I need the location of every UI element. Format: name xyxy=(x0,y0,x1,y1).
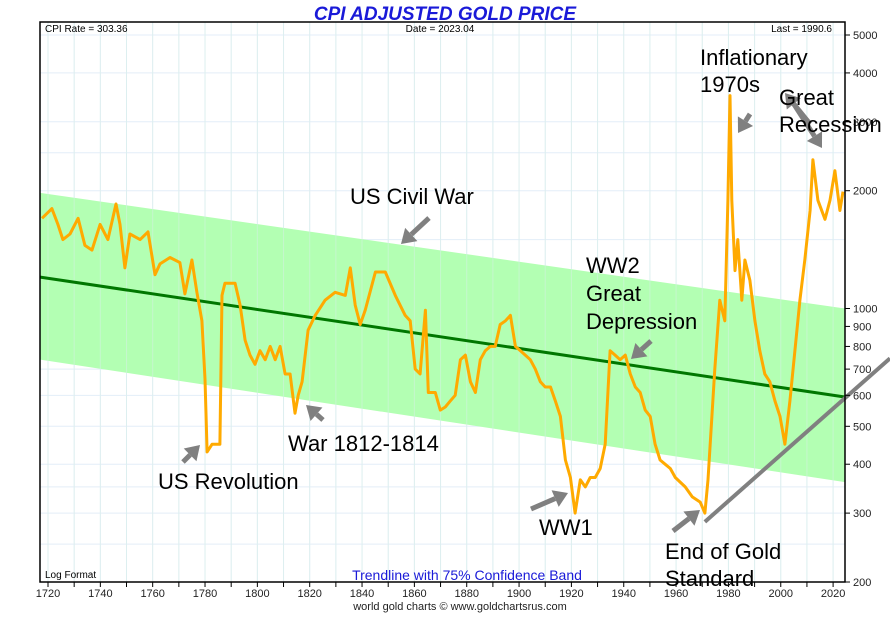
y-tick-label: 1000 xyxy=(853,304,877,316)
support-line-path xyxy=(703,356,890,524)
x-tick-label: 1780 xyxy=(193,588,217,600)
y-tick-label: 600 xyxy=(853,390,871,402)
y-tick-label: 500 xyxy=(853,421,871,433)
annotation-text: Inflationary xyxy=(700,45,808,70)
last-label: Last = 1990.6 xyxy=(771,24,832,35)
trendline-band-label: Trendline with 75% Confidence Band xyxy=(352,567,582,583)
annotation-ww2: WW2 Great Depression xyxy=(586,253,697,334)
annotation-war-1812: War 1812-1814 xyxy=(288,431,439,456)
annotation-text: End of Gold xyxy=(665,539,781,564)
arrow-head-icon xyxy=(401,227,418,244)
arrow-head-icon xyxy=(306,405,323,422)
price-line xyxy=(40,94,845,515)
x-tick-label: 1860 xyxy=(402,588,426,600)
y-tick-label: 5000 xyxy=(853,30,877,42)
x-tick-label: 1920 xyxy=(559,588,583,600)
arrow-shaft xyxy=(639,339,653,352)
arrow-shaft xyxy=(743,112,753,123)
x-tick-label: 1820 xyxy=(297,588,321,600)
arrow-head-icon xyxy=(737,116,754,133)
annotation-text: Great xyxy=(586,281,641,306)
arrow-end-gold-standard xyxy=(671,510,700,533)
credit-label: world gold charts © www.goldchartsrus.co… xyxy=(352,601,567,613)
annotation-text: US Civil War xyxy=(350,184,474,209)
trendline xyxy=(40,275,845,399)
x-tick-label: 1880 xyxy=(454,588,478,600)
annotation-text: Great xyxy=(779,85,834,110)
annotation-text: Depression xyxy=(586,309,697,334)
chart-title: CPI ADJUSTED GOLD PRICE xyxy=(314,4,577,25)
x-tick-label: 1840 xyxy=(350,588,374,600)
y-tick-label: 900 xyxy=(853,321,871,333)
annotation-text: WW1 xyxy=(539,515,593,540)
trendline-path xyxy=(40,275,845,399)
plot-border xyxy=(39,21,846,583)
annotation-text: Standard xyxy=(665,566,754,591)
arrow-inflationary-1970s xyxy=(737,112,754,133)
arrow-head-icon xyxy=(785,93,801,110)
x-tick-label: 2020 xyxy=(821,588,845,600)
arrow-ww1 xyxy=(530,490,568,512)
arrow-head-icon xyxy=(183,445,200,462)
date-label: Date = 2023.04 xyxy=(406,24,475,35)
arrow-shaft xyxy=(314,412,325,422)
y-axis: 200 300 400 500 600 700 800 900 1000 2000 3000 4000… xyxy=(845,30,877,589)
x-tick-label: 1980 xyxy=(716,588,740,600)
y-tick-label: 400 xyxy=(853,459,871,471)
y-tick-label: 2000 xyxy=(853,186,877,198)
annotation-ww1: WW1 xyxy=(539,515,593,540)
annotation-inflationary-1970s: Inflationary 1970s xyxy=(700,45,808,97)
arrow-head-icon xyxy=(806,131,823,148)
arrow-shaft xyxy=(530,496,557,512)
annotation-us-civil-war: US Civil War xyxy=(350,184,474,209)
plot-frame xyxy=(39,21,846,583)
y-tick-label: 300 xyxy=(853,508,871,520)
x-tick-label: 1960 xyxy=(664,588,688,600)
x-axis: 1720 1740 1760 1780 1800 1820 1840 1860 1880 1900… xyxy=(36,582,845,600)
y-tick-label: 800 xyxy=(853,341,871,353)
y-tick-label: 700 xyxy=(853,364,871,376)
x-tick-label: 1940 xyxy=(611,588,635,600)
annotation-text: US Revolution xyxy=(158,469,299,494)
support-line xyxy=(703,356,890,524)
arrow-shaft xyxy=(409,216,431,237)
annotation-arrows xyxy=(181,93,823,533)
arrow-shaft xyxy=(671,516,691,533)
x-tick-label: 1740 xyxy=(88,588,112,600)
arrow-head-icon xyxy=(683,510,700,526)
arrow-us-civil-war xyxy=(401,216,431,244)
x-tick-label: 2000 xyxy=(769,588,793,600)
annotation-text: 1970s xyxy=(700,72,760,97)
arrow-head-icon xyxy=(551,490,568,507)
x-tick-label: 1760 xyxy=(140,588,164,600)
x-tick-label: 1800 xyxy=(245,588,269,600)
log-format-label: Log Format xyxy=(45,570,96,581)
x-tick-label: 1900 xyxy=(507,588,531,600)
cpi-rate-label: CPI Rate = 303.36 xyxy=(45,24,128,35)
x-tick-label: 1720 xyxy=(36,588,60,600)
annotation-us-revolution: US Revolution xyxy=(158,469,299,494)
price-line-path xyxy=(40,94,845,515)
y-tick-label: 3000 xyxy=(853,117,877,129)
annotation-text: Recession xyxy=(779,112,882,137)
arrow-shaft xyxy=(181,453,192,464)
y-tick-label: 200 xyxy=(853,577,871,589)
y-tick-label: 4000 xyxy=(853,68,877,80)
annotation-end-gold-standard: End of Gold Standard xyxy=(665,539,781,591)
annotation-text: War 1812-1814 xyxy=(288,431,439,456)
annotation-great-recession: Great Recession xyxy=(779,85,882,137)
annotation-text: WW2 xyxy=(586,253,640,278)
arrow-shaft xyxy=(791,102,812,126)
arrow-ww2 xyxy=(631,339,653,359)
arrow-us-revolution xyxy=(181,445,200,464)
arrow-war-1812 xyxy=(306,405,325,422)
arrow-head-icon xyxy=(631,342,648,359)
arrow-great-recession-tail xyxy=(785,93,812,126)
